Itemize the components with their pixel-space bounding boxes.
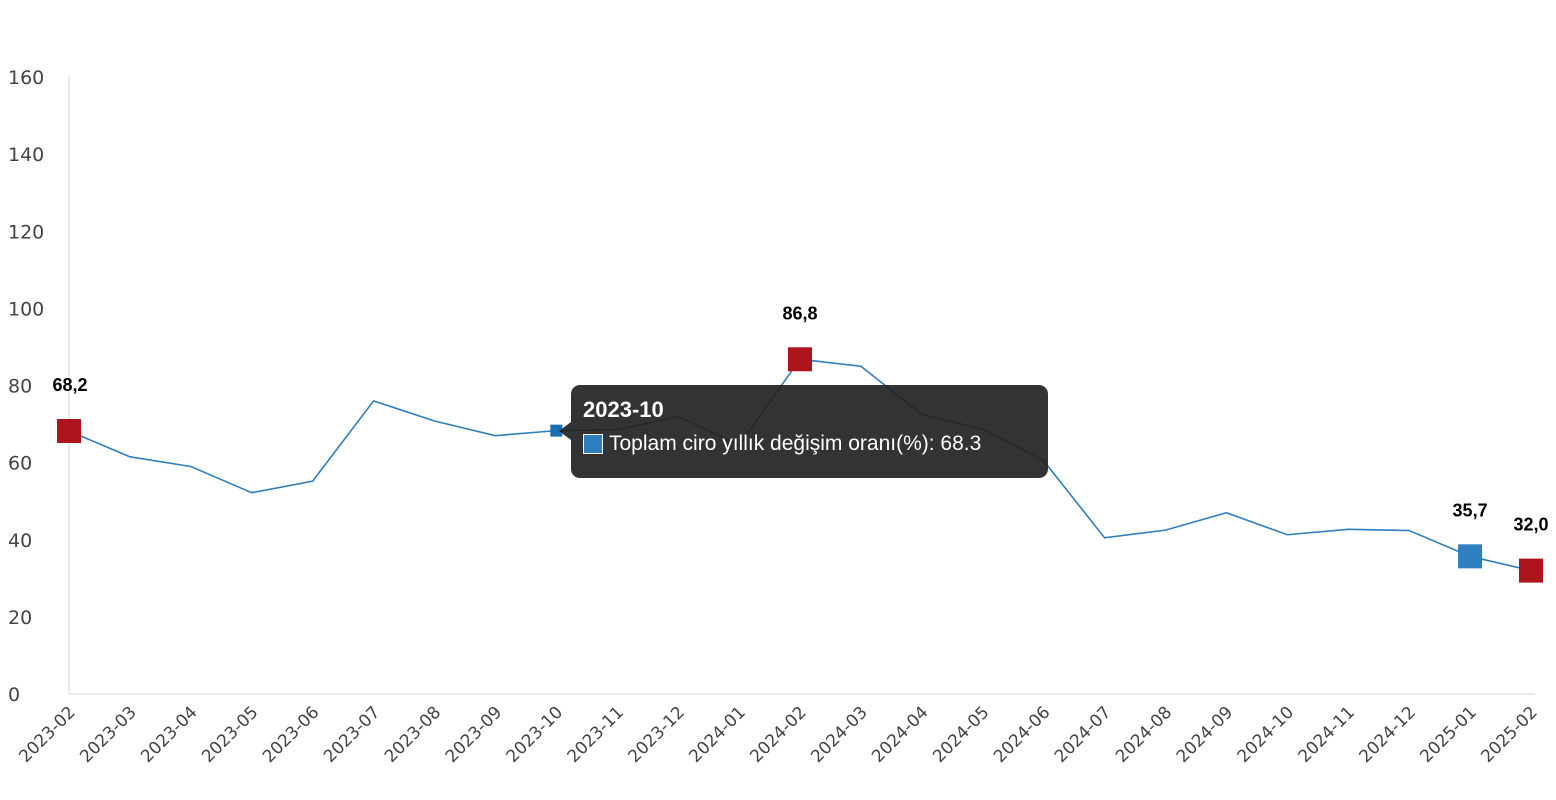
x-tick-label: 2024-04 — [868, 703, 932, 767]
x-tick-label: 2024-10 — [1234, 703, 1298, 767]
tooltip-text: Toplam ciro yıllık değişim oranı(%): 68.… — [609, 432, 982, 455]
highlight-point-marker — [788, 347, 812, 372]
y-tick-label: 60 — [8, 453, 32, 475]
x-tick-label: 2024-01 — [685, 703, 749, 767]
x-tick-label: 2023-12 — [625, 703, 689, 767]
x-axis: 2023-022023-032023-042023-052023-062023-… — [15, 693, 1542, 767]
series-swatch-icon — [583, 434, 603, 454]
x-tick-label: 2023-04 — [137, 703, 201, 767]
x-tick-label: 2024-03 — [807, 703, 871, 767]
x-tick-label: 2024-06 — [990, 703, 1054, 767]
x-tick-label: 2024-02 — [746, 703, 810, 767]
x-tick-label: 2024-09 — [1173, 703, 1237, 767]
x-tick-label: 2023-11 — [564, 703, 628, 767]
y-tick-label: 0 — [8, 684, 20, 706]
y-tick-label: 80 — [8, 376, 32, 398]
data-labels-layer: 68,2 86,8 35,7 32,0 — [52, 303, 1548, 534]
x-tick-label: 2025-02 — [1477, 703, 1541, 767]
x-tick-label: 2024-08 — [1112, 703, 1176, 767]
tooltip-row: Toplam ciro yıllık değişim oranı(%): 68.… — [583, 431, 1036, 457]
x-tick-label: 2024-07 — [1051, 703, 1115, 767]
x-tick-label: 2023-02 — [15, 703, 79, 767]
data-label: 32,0 — [1513, 515, 1548, 535]
y-tick-label: 100 — [8, 298, 44, 320]
chart-tooltip: 2023-10 Toplam ciro yıllık değişim oranı… — [559, 385, 1048, 478]
tooltip-title: 2023-10 — [583, 397, 664, 422]
x-tick-label: 2023-08 — [381, 703, 445, 767]
x-tick-label: 2023-05 — [198, 703, 262, 767]
x-tick-label: 2024-05 — [929, 703, 993, 767]
y-tick-label: 20 — [8, 607, 32, 629]
x-tick-label: 2023-10 — [503, 703, 567, 767]
highlight-point-marker — [1458, 544, 1483, 569]
x-tick-label: 2024-12 — [1356, 703, 1420, 767]
y-tick-label: 40 — [8, 530, 32, 552]
data-label: 86,8 — [782, 303, 817, 323]
y-tick-label: 160 — [8, 67, 44, 89]
highlight-point-marker — [1519, 558, 1543, 583]
data-label: 35,7 — [1453, 500, 1488, 520]
x-tick-label: 2023-09 — [442, 703, 506, 767]
y-tick-label: 140 — [8, 144, 44, 166]
data-label: 68,2 — [52, 375, 87, 395]
x-tick-label: 2024-11 — [1295, 703, 1359, 767]
markers-layer — [57, 347, 1543, 583]
x-tick-label: 2023-07 — [320, 703, 384, 767]
x-tick-label: 2023-03 — [76, 703, 140, 767]
y-tick-label: 120 — [8, 221, 44, 243]
highlight-point-marker — [57, 419, 81, 444]
x-tick-label: 2023-06 — [259, 703, 323, 767]
x-tick-label: 2025-01 — [1416, 703, 1480, 767]
y-axis: 0 20 40 60 80 100 120 140 160 — [8, 67, 70, 706]
